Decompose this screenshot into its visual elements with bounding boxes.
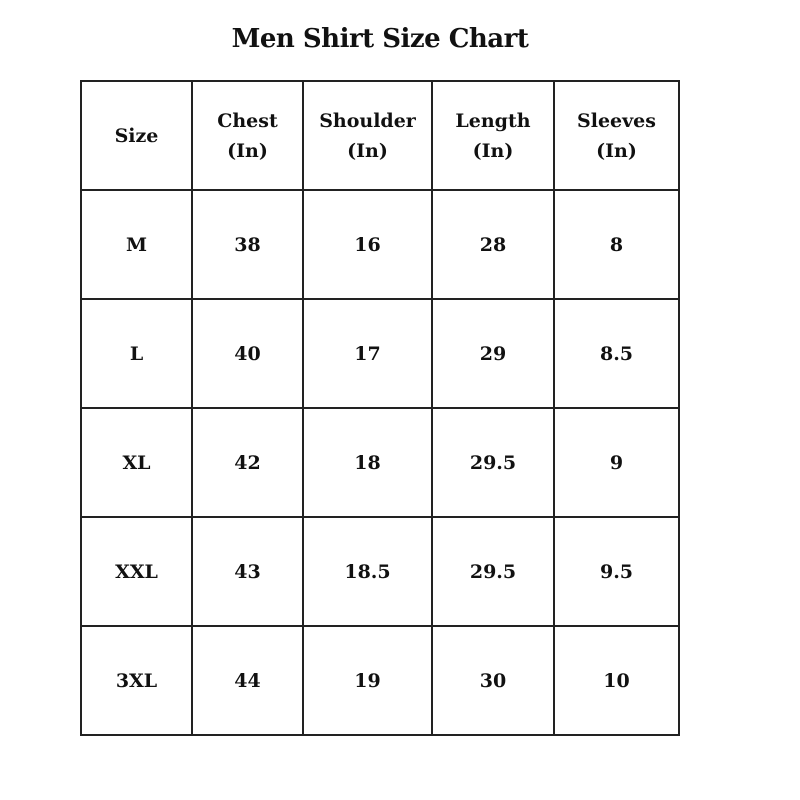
header-unit: (In): [472, 139, 514, 162]
cell-sleeves: 8.5: [553, 298, 680, 409]
cell-chest: 40: [191, 298, 304, 409]
header-label: Size: [114, 124, 159, 147]
cell-length: 29.5: [431, 407, 555, 518]
table-row: XXL 43 18.5 29.5 9.5: [80, 516, 680, 627]
header-label: Sleeves: [577, 109, 656, 132]
cell-shoulder: 18.5: [302, 516, 433, 627]
table-row: XL 42 18 29.5 9: [80, 407, 680, 518]
header-label: Length: [455, 109, 531, 132]
header-size: Size: [80, 80, 193, 191]
cell-chest: 38: [191, 189, 304, 300]
cell-sleeves: 9: [553, 407, 680, 518]
cell-sleeves: 10: [553, 625, 680, 736]
cell-size: XL: [80, 407, 193, 518]
table-row: L 40 17 29 8.5: [80, 298, 680, 409]
cell-chest: 44: [191, 625, 304, 736]
header-length: Length (In): [431, 80, 555, 191]
cell-length: 28: [431, 189, 555, 300]
cell-size: 3XL: [80, 625, 193, 736]
cell-length: 30: [431, 625, 555, 736]
cell-shoulder: 17: [302, 298, 433, 409]
cell-size: M: [80, 189, 193, 300]
header-sleeves: Sleeves (In): [553, 80, 680, 191]
page-title: Men Shirt Size Chart: [231, 24, 529, 54]
header-unit: (In): [227, 139, 268, 162]
cell-sleeves: 9.5: [553, 516, 680, 627]
header-label: Chest: [217, 109, 278, 132]
cell-chest: 43: [191, 516, 304, 627]
cell-shoulder: 16: [302, 189, 433, 300]
cell-shoulder: 19: [302, 625, 433, 736]
cell-size: XXL: [80, 516, 193, 627]
cell-size: L: [80, 298, 193, 409]
header-chest: Chest (In): [191, 80, 304, 191]
table-row: M 38 16 28 8: [80, 189, 680, 300]
table-row: 3XL 44 19 30 10: [80, 625, 680, 736]
header-row: Size Chest (In) Shoulder (In) Length (In) S…: [80, 80, 680, 191]
header-unit: (In): [347, 139, 388, 162]
cell-length: 29: [431, 298, 555, 409]
cell-shoulder: 18: [302, 407, 433, 518]
size-chart-table: Size Chest (In) Shoulder (In) Length (In) S…: [80, 80, 680, 736]
header-shoulder: Shoulder (In): [302, 80, 433, 191]
cell-sleeves: 8: [553, 189, 680, 300]
header-label: Shoulder: [319, 109, 416, 132]
header-unit: (In): [596, 139, 637, 162]
cell-chest: 42: [191, 407, 304, 518]
cell-length: 29.5: [431, 516, 555, 627]
